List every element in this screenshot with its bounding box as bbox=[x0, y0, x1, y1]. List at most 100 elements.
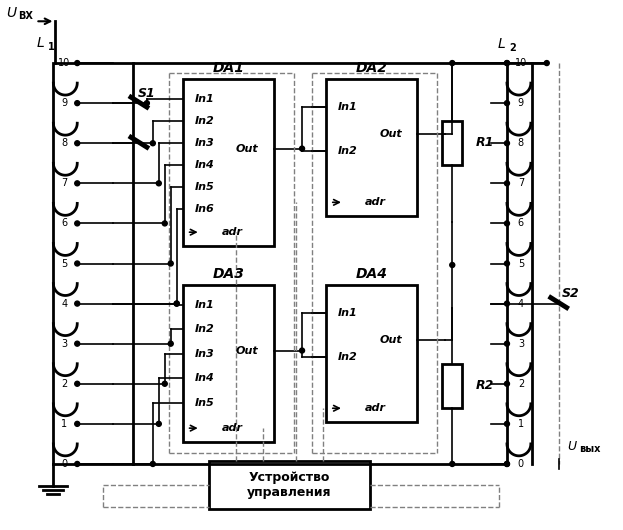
Bar bbox=[326, 285, 417, 422]
Text: Out: Out bbox=[236, 346, 259, 356]
Circle shape bbox=[505, 181, 510, 186]
Text: In1: In1 bbox=[195, 94, 214, 104]
Text: In1: In1 bbox=[195, 300, 214, 310]
Circle shape bbox=[75, 60, 80, 66]
Circle shape bbox=[505, 462, 510, 466]
Text: In2: In2 bbox=[195, 116, 214, 126]
Text: R2: R2 bbox=[476, 379, 495, 392]
Circle shape bbox=[150, 141, 155, 146]
Text: S2: S2 bbox=[562, 287, 579, 300]
Text: 10: 10 bbox=[515, 58, 527, 68]
Text: In6: In6 bbox=[195, 204, 214, 214]
Bar bbox=[326, 79, 417, 216]
Text: adr: adr bbox=[365, 197, 386, 207]
Text: 0: 0 bbox=[518, 459, 524, 469]
Circle shape bbox=[505, 462, 510, 466]
Circle shape bbox=[168, 341, 173, 346]
Text: 8: 8 bbox=[61, 138, 67, 148]
Text: 3: 3 bbox=[518, 339, 524, 349]
Text: 9: 9 bbox=[518, 98, 524, 108]
Text: 4: 4 bbox=[518, 298, 524, 308]
Text: $U$: $U$ bbox=[567, 440, 578, 453]
Bar bbox=[209, 461, 369, 509]
Circle shape bbox=[75, 381, 80, 386]
Text: $L$: $L$ bbox=[497, 37, 506, 51]
Text: adr: adr bbox=[222, 423, 243, 433]
Text: DA3: DA3 bbox=[212, 267, 244, 281]
Text: In2: In2 bbox=[195, 324, 214, 334]
Text: 1: 1 bbox=[61, 419, 67, 429]
Circle shape bbox=[168, 261, 173, 266]
Circle shape bbox=[75, 141, 80, 146]
Text: Out: Out bbox=[379, 129, 402, 139]
Circle shape bbox=[505, 341, 510, 346]
Text: adr: adr bbox=[365, 403, 386, 413]
Text: 7: 7 bbox=[518, 178, 524, 188]
Text: In3: In3 bbox=[195, 138, 214, 148]
Text: In3: In3 bbox=[195, 349, 214, 359]
Circle shape bbox=[75, 221, 80, 226]
Bar bbox=[183, 79, 274, 246]
Bar bbox=[183, 285, 274, 442]
Text: In1: In1 bbox=[338, 102, 358, 112]
Text: $U$: $U$ bbox=[6, 6, 17, 20]
Circle shape bbox=[505, 101, 510, 105]
Text: R1: R1 bbox=[476, 136, 495, 149]
Circle shape bbox=[162, 221, 167, 226]
Circle shape bbox=[75, 341, 80, 346]
Circle shape bbox=[505, 381, 510, 386]
Text: In2: In2 bbox=[338, 351, 358, 361]
Circle shape bbox=[505, 301, 510, 306]
Text: 6: 6 bbox=[518, 218, 524, 228]
Text: Out: Out bbox=[379, 334, 402, 344]
Text: DA2: DA2 bbox=[356, 61, 388, 75]
Text: Out: Out bbox=[236, 144, 259, 154]
Circle shape bbox=[174, 301, 179, 306]
Text: 4: 4 bbox=[61, 298, 67, 308]
Text: 5: 5 bbox=[61, 259, 67, 269]
Bar bbox=[442, 121, 462, 164]
Text: 1: 1 bbox=[49, 42, 55, 52]
Text: 0: 0 bbox=[61, 459, 67, 469]
Text: DA4: DA4 bbox=[356, 267, 388, 281]
Circle shape bbox=[505, 60, 510, 66]
Text: 2: 2 bbox=[518, 379, 524, 389]
Circle shape bbox=[75, 462, 80, 466]
Text: In5: In5 bbox=[195, 182, 214, 192]
Text: In2: In2 bbox=[338, 146, 358, 156]
Circle shape bbox=[450, 60, 455, 66]
Circle shape bbox=[300, 146, 305, 151]
Circle shape bbox=[174, 301, 179, 306]
Circle shape bbox=[162, 381, 167, 386]
Circle shape bbox=[505, 141, 510, 146]
Circle shape bbox=[505, 421, 510, 426]
Circle shape bbox=[505, 221, 510, 226]
Circle shape bbox=[75, 301, 80, 306]
Circle shape bbox=[505, 60, 510, 66]
Circle shape bbox=[145, 101, 150, 105]
Circle shape bbox=[450, 462, 455, 466]
Text: 1: 1 bbox=[518, 419, 524, 429]
Text: DA1: DA1 bbox=[212, 61, 244, 75]
Text: 3: 3 bbox=[61, 339, 67, 349]
Text: adr: adr bbox=[222, 227, 243, 237]
Circle shape bbox=[150, 462, 155, 466]
Text: 8: 8 bbox=[518, 138, 524, 148]
Text: In4: In4 bbox=[195, 373, 214, 383]
Text: In1: In1 bbox=[338, 308, 358, 318]
Text: 6: 6 bbox=[61, 218, 67, 228]
Circle shape bbox=[75, 181, 80, 186]
Text: ВХ: ВХ bbox=[19, 11, 34, 21]
Text: In4: In4 bbox=[195, 160, 214, 170]
Text: 2: 2 bbox=[509, 43, 516, 53]
Circle shape bbox=[300, 348, 305, 353]
Circle shape bbox=[450, 262, 455, 268]
Text: 9: 9 bbox=[61, 98, 67, 108]
Text: 7: 7 bbox=[61, 178, 67, 188]
Circle shape bbox=[75, 421, 80, 426]
Circle shape bbox=[75, 101, 80, 105]
Text: In5: In5 bbox=[195, 398, 214, 408]
Circle shape bbox=[156, 181, 161, 186]
Bar bbox=[442, 364, 462, 408]
Text: S1: S1 bbox=[138, 87, 156, 100]
